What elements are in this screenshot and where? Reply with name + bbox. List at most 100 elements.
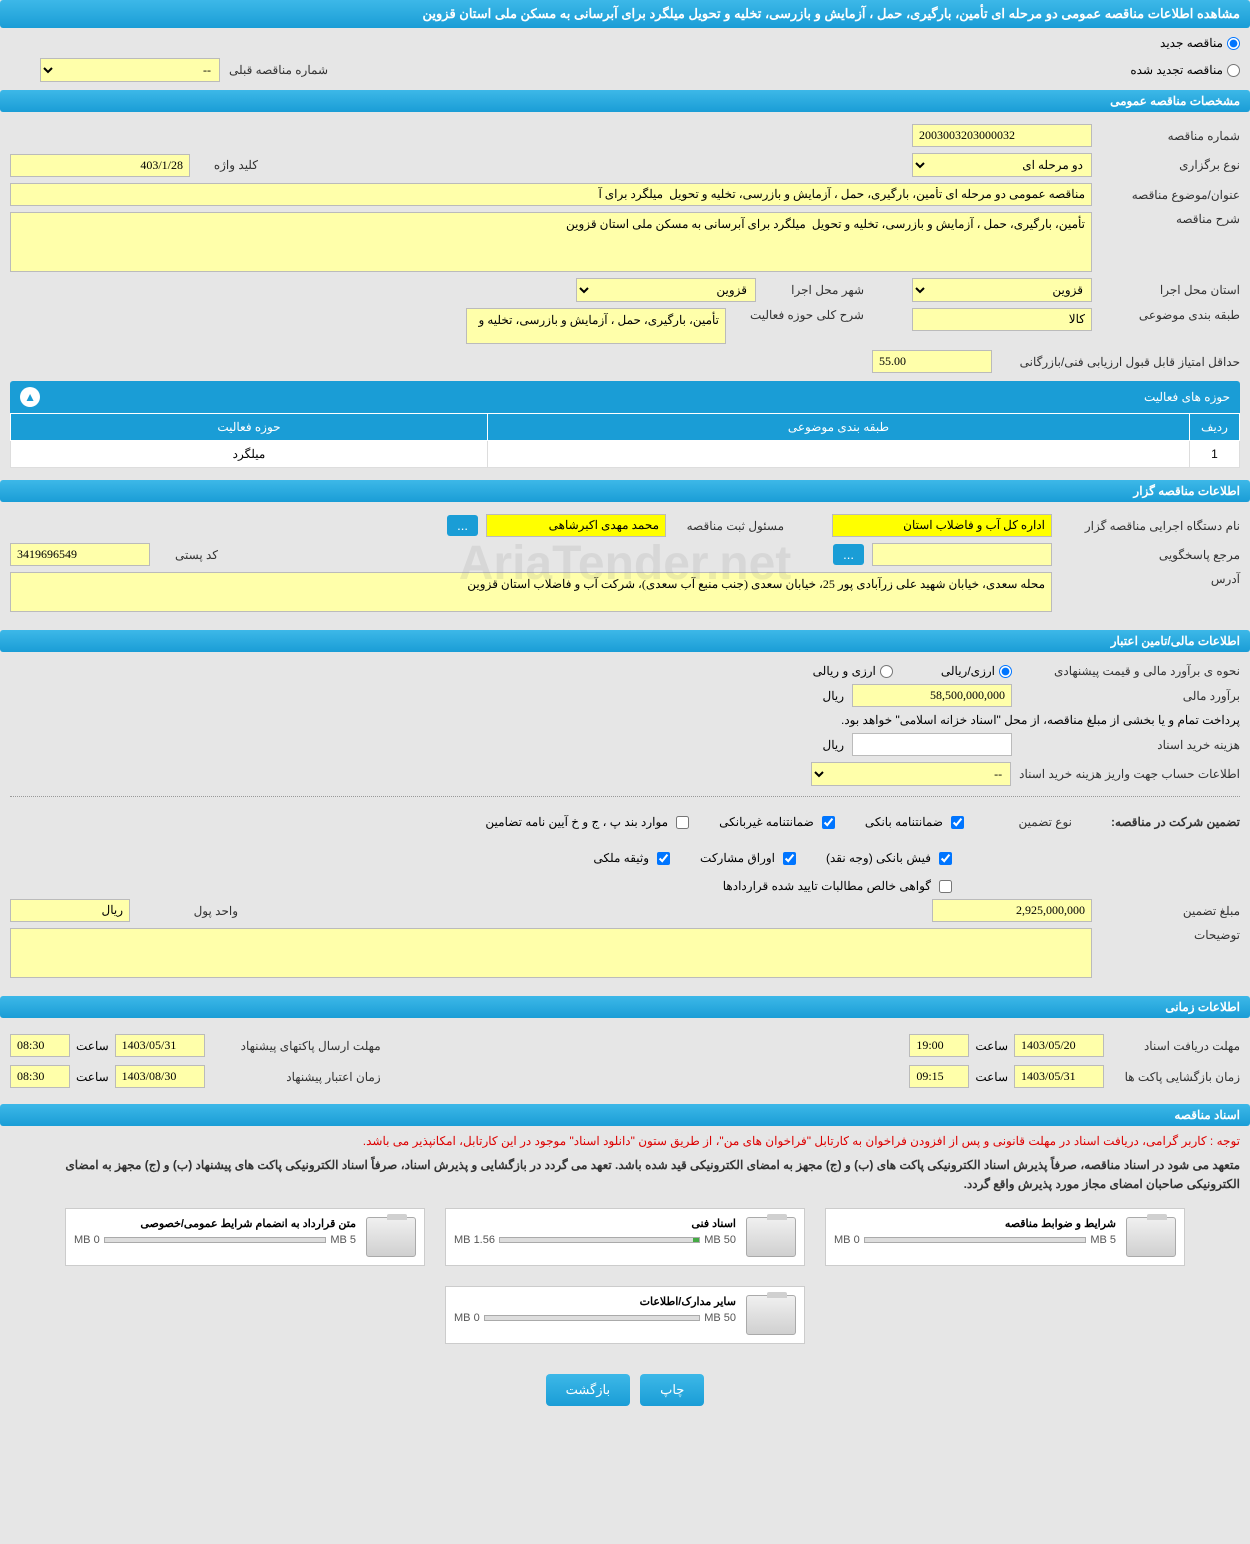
city-select[interactable]: قزوین [576,278,756,302]
validity-date[interactable] [115,1065,205,1088]
registrar-label: مسئول ثبت مناقصه [674,519,784,533]
time-word-3: ساعت [975,1070,1008,1084]
timing-section-header: اطلاعات زمانی [0,996,1250,1018]
doc-title: متن قرارداد به انضمام شرایط عمومی/خصوصی [74,1217,356,1230]
subject-input[interactable] [10,183,1092,206]
guarantee-notes-label: توضیحات [1100,928,1240,942]
time-word-2: ساعت [76,1039,109,1053]
doc-deadline-label: مهلت دریافت اسناد [1110,1039,1240,1053]
activity-areas-title: حوزه های فعالیت [1144,390,1230,404]
currency-label-2: ریال [822,738,844,752]
method-rial-radio[interactable] [999,665,1012,678]
prev-number-label: شماره مناقصه قبلی [228,63,328,77]
chk-bonds[interactable] [783,852,796,865]
tender-new-radio[interactable] [1227,37,1240,50]
city-label: شهر محل اجرا [764,283,864,297]
chk-receivables[interactable] [939,880,952,893]
guarantee-type-label: نوع تضمین [972,815,1072,829]
time-word-4: ساعت [76,1070,109,1084]
responder-input[interactable] [872,543,1052,566]
description-textarea[interactable]: تأمین، بارگیری، حمل ، آزمایش و بازرسی، ت… [10,212,1092,272]
send-deadline-time[interactable] [10,1034,70,1057]
chk-regulation[interactable] [676,816,689,829]
category-input[interactable] [912,308,1092,331]
guarantee-amount-input[interactable] [932,899,1092,922]
documents-section-header: اسناد مناقصه [0,1104,1250,1126]
account-select[interactable]: -- [811,762,1011,786]
responder-more-button[interactable]: ... [833,544,864,565]
estimate-input[interactable] [852,684,1012,707]
general-section-header: مشخصات مناقصه عمومی [0,90,1250,112]
address-label: آدرس [1060,572,1240,586]
doc-title: سایر مدارک/اطلاعات [454,1295,736,1308]
doc-item: متن قرارداد به انضمام شرایط عمومی/خصوصی … [65,1208,425,1266]
guarantee-unit-input[interactable] [10,899,130,922]
guarantee-notes-textarea[interactable] [10,928,1092,978]
lbl-deed: وثیقه ملکی [593,851,649,865]
notice-bold: متعهد می شود در اسناد مناقصه، صرفاً پذیر… [0,1152,1250,1198]
table-row: 1 میلگرد [11,441,1240,468]
lbl-receivables: گواهی خالص مطالبات تایید شده قراردادها [723,879,931,893]
responder-label: مرجع پاسخگویی [1060,548,1240,562]
min-score-input[interactable] [872,350,992,373]
chk-nonbank[interactable] [822,816,835,829]
open-time[interactable] [909,1065,969,1088]
doc-cost-input[interactable] [852,733,1012,756]
province-label: استان محل اجرا [1100,283,1240,297]
method-rial-label: ارزی/ریالی [941,664,995,678]
tender-renewed-radio[interactable] [1227,64,1240,77]
registrar-value: محمد مهدی اکبرشاهی [486,514,666,537]
lbl-nonbank: ضمانتنامه غیربانکی [719,815,814,829]
guarantee-amount-label: مبلغ تضمین [1100,904,1240,918]
doc-item: اسناد فنی 50 MB1.56 MB [445,1208,805,1266]
back-button[interactable]: بازگشت [546,1374,630,1406]
payment-note: پرداخت تمام و یا بخشی از مبلغ مناقصه، از… [841,713,1240,727]
activity-table: ردیف طبقه بندی موضوعی حوزه فعالیت 1 میلگ… [10,413,1240,468]
time-word-1: ساعت [975,1039,1008,1053]
account-label: اطلاعات حساب جهت واریز هزینه خرید اسناد [1019,767,1240,781]
open-date[interactable] [1014,1065,1104,1088]
postal-input[interactable] [10,543,150,566]
doc-deadline-time[interactable] [909,1034,969,1057]
lbl-cash: فیش بانکی (وجه نقد) [826,851,931,865]
estimate-label: برآورد مالی [1020,689,1240,703]
col-area: حوزه فعالیت [11,414,488,441]
tender-new-label: مناقصه جدید [1160,36,1223,50]
lbl-bank: ضمانتنامه بانکی [865,815,943,829]
collapse-icon[interactable]: ▲ [20,387,40,407]
more-button[interactable]: ... [447,515,478,536]
guarantee-unit-label: واحد پول [138,904,238,918]
prev-number-select[interactable]: -- [40,58,220,82]
validity-time[interactable] [10,1065,70,1088]
address-textarea[interactable]: محله سعدی، خیابان شهید علی زرآبادی پور 2… [10,572,1052,612]
province-select[interactable]: قزوین [912,278,1092,302]
keyword-input[interactable] [10,154,190,177]
chk-cash[interactable] [939,852,952,865]
folder-icon [746,1295,796,1335]
print-button[interactable]: چاپ [640,1374,704,1406]
chk-bank[interactable] [951,816,964,829]
subject-label: عنوان/موضوع مناقصه [1100,188,1240,202]
financial-section-header: اطلاعات مالی/تامین اعتبار [0,630,1250,652]
lbl-bonds: اوراق مشارکت [700,851,775,865]
chk-deed[interactable] [657,852,670,865]
category-label: طبقه بندی موضوعی [1100,308,1240,322]
doc-cost-label: هزینه خرید اسناد [1020,738,1240,752]
doc-title: شرایط و ضوابط مناقصه [834,1217,1116,1230]
lbl-regulation: موارد بند پ ، ج و خ آیین نامه تضامین [485,815,668,829]
activity-scope-textarea[interactable]: تأمین، بارگیری، حمل ، آزمایش و بازرسی، ت… [466,308,726,344]
send-deadline-date[interactable] [115,1034,205,1057]
postal-label: کد پستی [158,548,218,562]
tender-no-input[interactable] [912,124,1092,147]
doc-deadline-date[interactable] [1014,1034,1104,1057]
open-label: زمان بازگشایی پاکت ها [1110,1070,1240,1084]
doc-item: سایر مدارک/اطلاعات 50 MB0 MB [445,1286,805,1344]
min-score-label: حداقل امتیاز قابل قبول ارزیابی فنی/بازرگ… [1000,355,1240,369]
tender-renewed-label: مناقصه تجدید شده [1130,63,1223,77]
currency-label: ریال [822,689,844,703]
method-both-radio[interactable] [880,665,893,678]
holding-type-select[interactable]: دو مرحله ای [912,153,1092,177]
page-title: مشاهده اطلاعات مناقصه عمومی دو مرحله ای … [0,0,1250,28]
agency-label: نام دستگاه اجرایی مناقصه گزار [1060,519,1240,533]
validity-label: زمان اعتبار پیشنهاد [211,1070,381,1084]
